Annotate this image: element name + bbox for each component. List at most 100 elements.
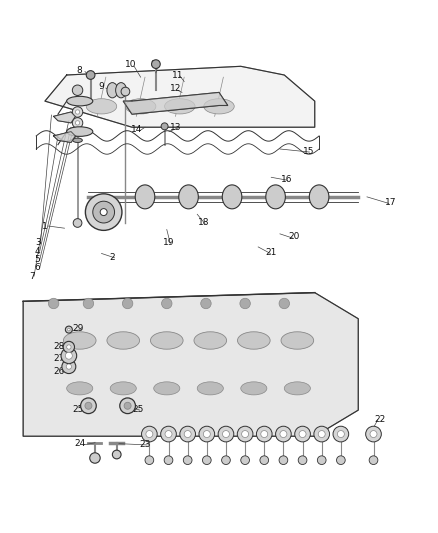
Circle shape [222,456,230,465]
Text: 25: 25 [133,405,144,414]
Circle shape [65,326,72,333]
Ellipse shape [309,185,329,209]
Ellipse shape [73,138,82,142]
Text: 22: 22 [374,415,385,424]
Circle shape [113,450,121,459]
Circle shape [141,426,157,442]
Circle shape [152,60,160,68]
Circle shape [295,426,311,442]
Text: 3: 3 [35,238,41,247]
Text: 7: 7 [29,272,35,280]
Circle shape [184,431,191,438]
Circle shape [223,431,230,438]
Circle shape [145,456,154,465]
Circle shape [65,352,72,359]
Polygon shape [45,66,315,127]
Text: 20: 20 [288,232,300,241]
Ellipse shape [165,99,195,114]
Text: 4: 4 [34,247,40,256]
Polygon shape [23,293,358,436]
Circle shape [162,298,172,309]
Ellipse shape [125,99,156,114]
Ellipse shape [222,185,242,209]
Circle shape [73,219,82,228]
Text: 5: 5 [34,255,40,264]
Text: 1: 1 [42,222,48,231]
Circle shape [199,426,215,442]
Circle shape [370,431,377,438]
Circle shape [62,360,76,374]
Circle shape [85,402,92,409]
Ellipse shape [67,127,93,136]
Ellipse shape [154,382,180,395]
Circle shape [93,201,115,223]
Circle shape [124,402,131,409]
Text: 24: 24 [74,439,85,448]
Circle shape [122,298,133,309]
Ellipse shape [135,185,155,209]
Circle shape [120,398,135,414]
Circle shape [299,431,306,438]
Circle shape [180,426,195,442]
Circle shape [279,456,288,465]
Circle shape [83,298,94,309]
Circle shape [256,426,272,442]
Ellipse shape [237,332,270,349]
Circle shape [67,345,71,349]
Circle shape [318,431,325,438]
Circle shape [237,426,253,442]
Text: 11: 11 [172,70,184,79]
Text: 25: 25 [73,405,84,414]
Text: 6: 6 [34,263,40,272]
Text: 12: 12 [170,84,181,93]
Circle shape [75,120,80,125]
Text: 26: 26 [53,367,65,376]
Text: 13: 13 [170,123,181,132]
Ellipse shape [64,332,96,349]
Circle shape [369,456,378,465]
Circle shape [276,426,291,442]
Text: 8: 8 [151,60,157,69]
Circle shape [75,110,80,114]
Circle shape [336,456,345,465]
Ellipse shape [281,332,314,349]
Text: 2: 2 [110,253,115,262]
Circle shape [164,456,173,465]
Text: 29: 29 [73,324,84,333]
Circle shape [100,208,107,215]
Circle shape [318,456,326,465]
Ellipse shape [86,99,117,114]
Circle shape [201,298,211,309]
Text: 14: 14 [131,125,142,134]
Circle shape [63,341,74,353]
Circle shape [67,328,70,331]
Circle shape [279,298,290,309]
Ellipse shape [194,332,226,349]
Circle shape [72,118,83,128]
Circle shape [161,123,168,130]
Ellipse shape [179,185,198,209]
Circle shape [203,431,210,438]
Ellipse shape [150,332,183,349]
Ellipse shape [107,83,118,98]
Circle shape [202,456,211,465]
Circle shape [314,426,329,442]
Ellipse shape [110,382,136,395]
Text: 28: 28 [53,342,65,351]
Text: 18: 18 [198,219,209,228]
Text: 10: 10 [125,60,137,69]
Ellipse shape [116,83,127,98]
Circle shape [61,348,77,364]
Circle shape [261,431,268,438]
Text: 15: 15 [303,147,314,156]
Circle shape [337,431,344,438]
Circle shape [240,298,251,309]
Circle shape [48,298,59,309]
Ellipse shape [204,99,234,114]
Text: 21: 21 [265,248,277,257]
Text: 8: 8 [77,66,83,75]
Ellipse shape [67,96,93,106]
Circle shape [184,456,192,465]
Ellipse shape [241,382,267,395]
Polygon shape [53,112,75,123]
